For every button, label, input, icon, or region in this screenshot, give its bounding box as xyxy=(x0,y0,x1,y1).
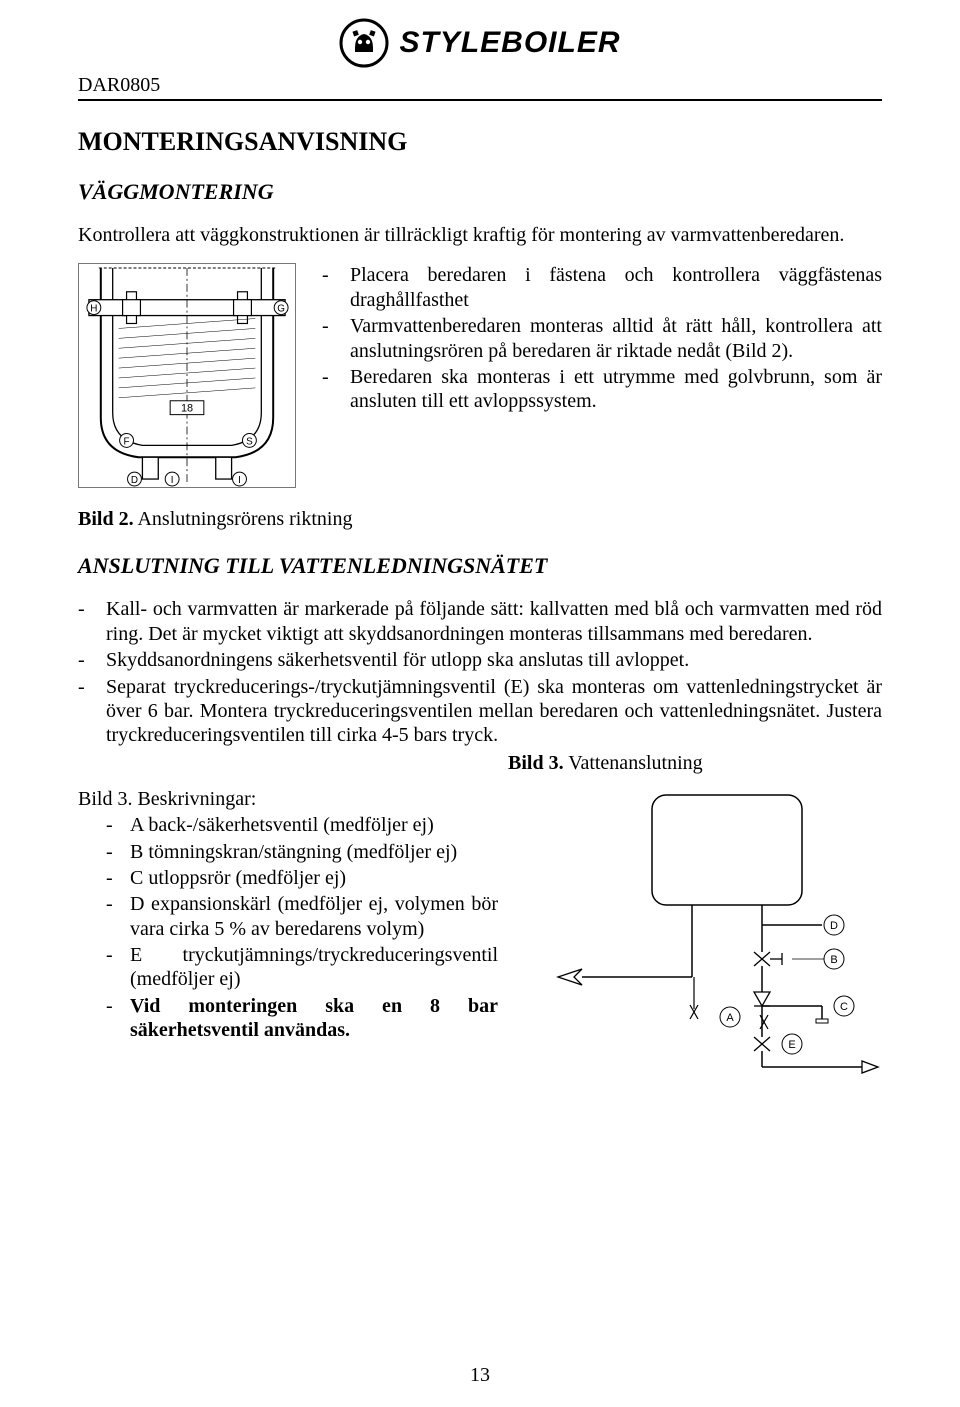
list2-item: Separat tryckreducerings-/tryckutjämning… xyxy=(106,675,882,748)
main-heading: MONTERINGSANVISNING xyxy=(78,127,882,157)
svg-text:S: S xyxy=(246,437,253,448)
desc-item: E tryckutjämnings/tryckreduceringsventil… xyxy=(130,943,498,992)
desc-item: D expansionskärl (medföljer ej, volymen … xyxy=(130,892,498,941)
label-D: D xyxy=(830,920,838,932)
figure-2-caption: Bild 2. Anslutningsrörens riktning xyxy=(78,508,882,531)
header-divider xyxy=(78,99,882,101)
water-connection-list: -Kall- och varmvatten är markerade på fö… xyxy=(78,597,882,747)
list2-item: Skyddsanordningens säkerhetsventil för u… xyxy=(106,648,882,672)
list2-item: Kall- och varmvatten är markerade på föl… xyxy=(106,597,882,646)
label-C: C xyxy=(840,1001,848,1013)
desc-item: B tömningskran/stängning (medföljer ej) xyxy=(130,840,498,864)
section-heading-water: ANSLUTNING TILL VATTENLEDNINGSNÄTET xyxy=(78,553,882,579)
label-F: F xyxy=(124,437,130,448)
intro-paragraph: Kontrollera att väggkonstruktionen är ti… xyxy=(78,223,882,247)
desc-bold: Vid monteringen ska en 8 bar säkerhetsve… xyxy=(130,994,498,1043)
desc-item: A back-/säkerhetsventil (medföljer ej) xyxy=(130,813,498,837)
svg-text:I: I xyxy=(238,475,241,486)
document-id: DAR0805 xyxy=(78,74,882,97)
list1-item: Placera beredaren i fästena och kontroll… xyxy=(350,263,882,312)
brand-logo-icon xyxy=(339,18,389,68)
label-E: E xyxy=(788,1039,795,1051)
label-18: 18 xyxy=(181,403,193,415)
section-heading-wall-mount: VÄGGMONTERING xyxy=(78,179,882,205)
svg-text:H: H xyxy=(90,304,97,315)
label-B: B xyxy=(830,954,837,966)
figure-3-caption: Bild 3. Vattenanslutning xyxy=(78,752,882,775)
figure-3-diagram: D B A C E xyxy=(522,787,882,1077)
list1-item: Varmvattenberedaren monteras alltid åt r… xyxy=(350,314,882,363)
desc-item: C utloppsrör (medföljer ej) xyxy=(130,866,498,890)
figure3-row: Bild 3. Beskrivningar: -A back-/säkerhet… xyxy=(78,787,882,1077)
wall-mount-list: -Placera beredaren i fästena och kontrol… xyxy=(322,263,882,415)
page-header: STYLEBOILER xyxy=(78,0,882,68)
svg-text:I: I xyxy=(171,475,174,486)
label-A: A xyxy=(726,1012,734,1024)
brand-wordmark: STYLEBOILER xyxy=(399,26,620,60)
page-number: 13 xyxy=(0,1364,960,1387)
figure-2-diagram: 18 H G F S D I I xyxy=(78,263,296,488)
figure-3-legend: Bild 3. Beskrivningar: -A back-/säkerhet… xyxy=(78,787,498,1045)
label-D-fig1: D xyxy=(131,475,138,486)
label-G: G xyxy=(277,304,285,315)
figure1-row: 18 H G F S D I I -Placera beredaren i fä… xyxy=(78,263,882,488)
list1-item: Beredaren ska monteras i ett utrymme med… xyxy=(350,365,882,414)
